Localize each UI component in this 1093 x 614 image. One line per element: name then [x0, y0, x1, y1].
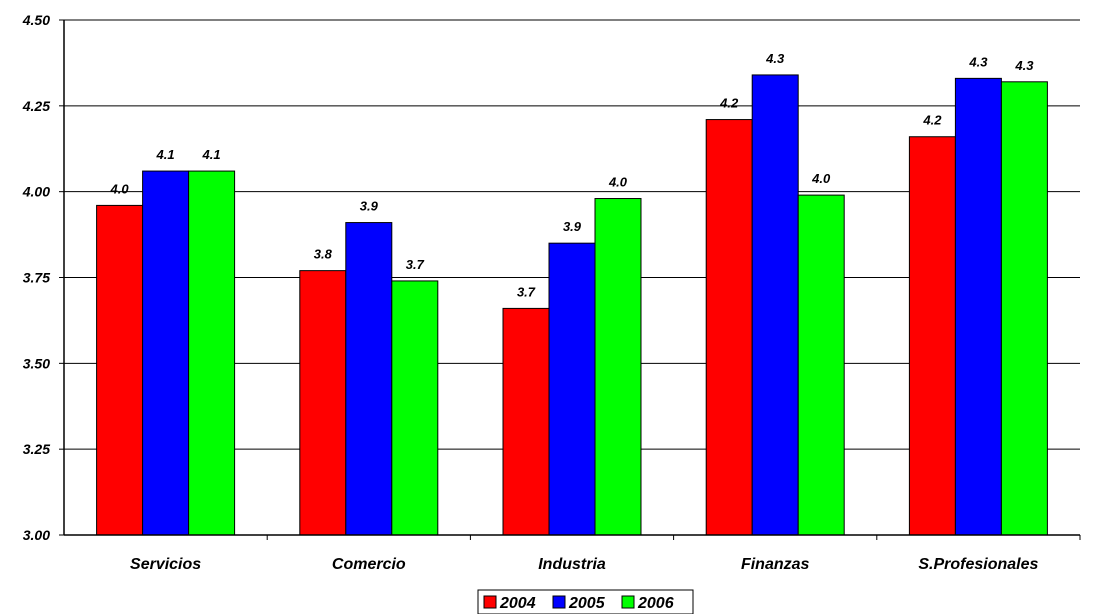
bar-2005-Comercio [345, 222, 393, 536]
data-label: 4.2 [719, 96, 739, 111]
data-label: 4.1 [202, 147, 221, 162]
bar-2004-S.Profesionales [908, 136, 956, 536]
x-category-label: Servicios [130, 556, 201, 573]
bar-2006-Industria [594, 198, 642, 536]
x-category-label: Industria [538, 556, 606, 573]
data-label: 3.7 [517, 284, 536, 299]
bar-2005-Finanzas [751, 74, 799, 536]
bar-2006-S.Profesionales [1000, 81, 1048, 536]
bar-2004-Industria [502, 307, 550, 536]
data-label: 4.0 [110, 181, 130, 196]
legend-label-2006: 2006 [637, 595, 674, 612]
x-category-labels: Servicios Comercio Industria Finanzas S.Prof… [130, 556, 1039, 573]
y-tick-label: 3.50 [23, 355, 50, 371]
data-label: 3.7 [406, 257, 425, 272]
legend-swatch-2004 [483, 595, 497, 609]
y-tick-label: 3.25 [23, 441, 50, 457]
legend-swatch-2006 [621, 595, 635, 609]
legend-swatch-2005 [552, 595, 566, 609]
axes [59, 19, 1081, 540]
data-label: 4.1 [156, 147, 175, 162]
bar-2004-Comercio [299, 270, 347, 536]
data-label: 4.0 [608, 175, 628, 190]
bar-2005-Industria [548, 242, 596, 536]
data-labels: 4.0 4.1 4.1 3.8 3.9 3.7 3.7 3.9 4.0 4.2 4.3 4.0 4.2 4… [110, 51, 1035, 299]
bar-2005-S.Profesionales [954, 77, 1002, 536]
data-label: 4.3 [968, 54, 988, 69]
y-tick-label: 3.00 [23, 527, 50, 543]
data-label: 3.8 [314, 247, 333, 262]
legend-label-2004: 2004 [499, 595, 536, 612]
y-tick-label: 4.50 [22, 12, 50, 28]
bar-2006-Finanzas [797, 194, 845, 536]
legend-box [477, 589, 694, 614]
bar-2004-Servicios [96, 204, 144, 536]
data-label: 4.3 [1014, 58, 1034, 73]
x-category-label: Comercio [332, 556, 406, 573]
y-tick-label: 3.75 [23, 270, 50, 286]
y-tick-label: 4.00 [22, 184, 50, 200]
data-label: 3.9 [360, 199, 379, 214]
y-tick-label: 4.25 [22, 98, 50, 114]
x-category-label: Finanzas [741, 556, 810, 573]
data-label: 4.0 [811, 171, 831, 186]
y-tick-labels: 3.00 3.25 3.50 3.75 4.00 4.25 4.50 [22, 12, 50, 543]
data-label: 4.2 [922, 113, 942, 128]
bar-2006-Servicios [188, 170, 236, 536]
bar-2006-Comercio [391, 280, 439, 536]
data-label: 4.3 [765, 51, 785, 66]
legend-label-2005: 2005 [568, 595, 606, 612]
x-category-label: S.Profesionales [918, 556, 1038, 573]
data-label: 3.9 [563, 219, 582, 234]
bar-2004-Finanzas [705, 119, 753, 536]
bars [96, 74, 1048, 536]
legend: 2004 2005 2006 [477, 589, 694, 614]
bar-2005-Servicios [142, 170, 190, 536]
